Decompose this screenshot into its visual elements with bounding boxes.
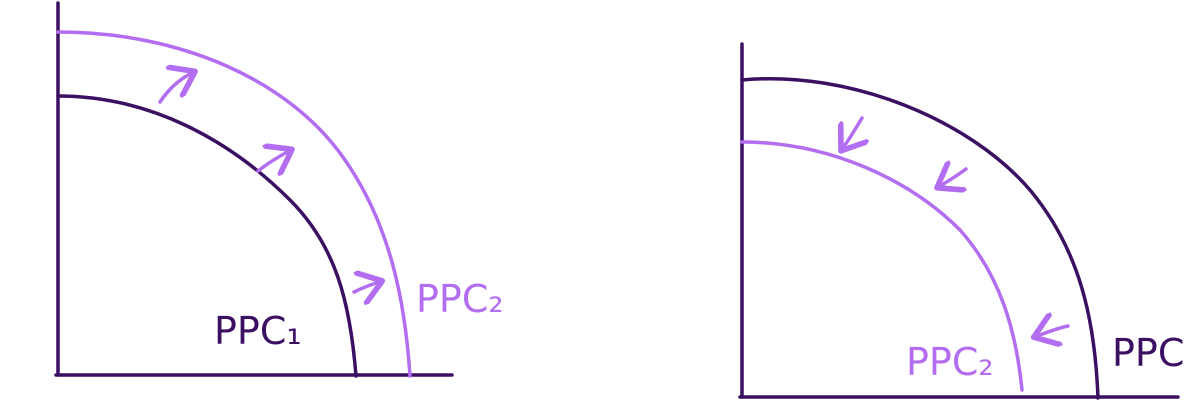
left-ppc1-curve [56,94,358,378]
left-ppc2-label: PPC₂ [416,277,504,321]
left-ppc2-curve [56,30,412,378]
left-ppc1-label: PPC₁ [214,309,302,353]
left-outward-arrow-3 [352,282,379,292]
left-ppc-diagram: PPC₁ PPC₂ [54,1,504,378]
right-ppc-curve [740,77,1100,400]
right-ppc2-curve [740,140,1024,392]
right-ppc-label: PPC [1112,331,1184,375]
left-outward-arrow-2 [256,151,289,171]
right-ppc2-label: PPC₂ [906,340,994,384]
left-outward-arrow-1 [158,73,192,104]
right-inward-arrow-2 [940,169,968,186]
right-inward-arrow-3 [1037,326,1070,336]
right-inward-arrow-1 [843,116,862,148]
right-ppc-diagram: PPC₂ PPC [738,42,1184,400]
